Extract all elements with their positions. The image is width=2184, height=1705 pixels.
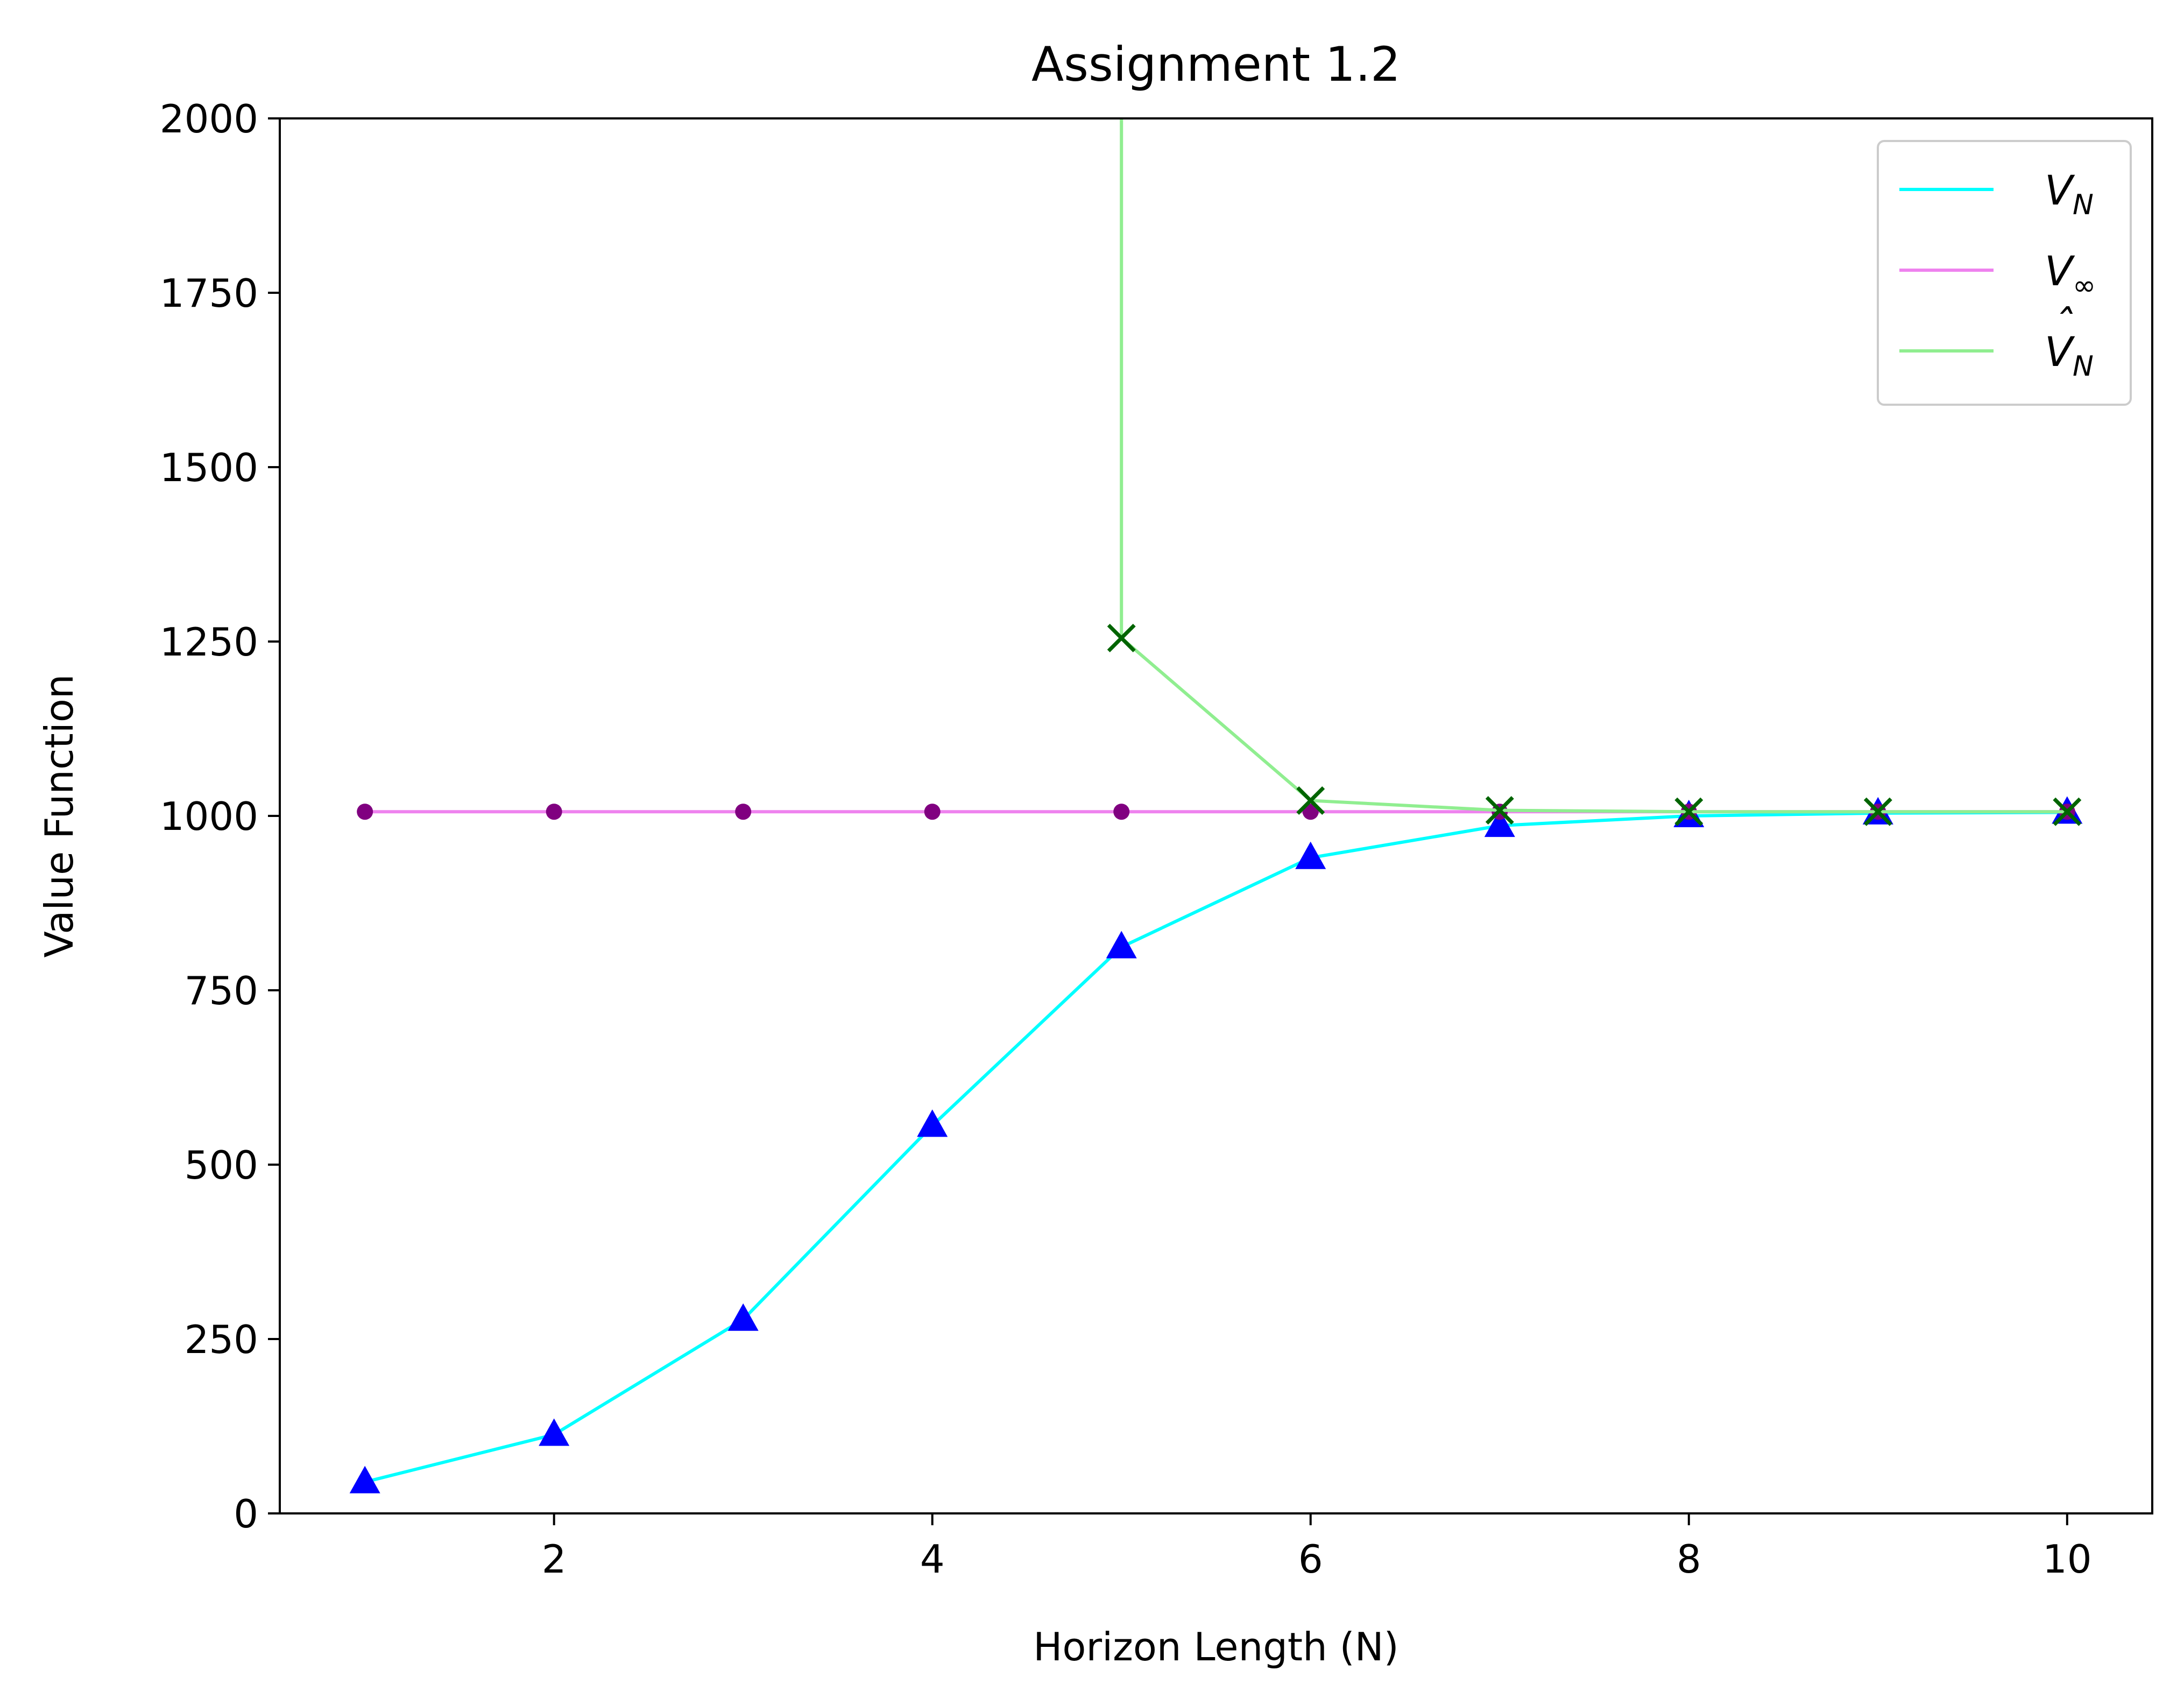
y-tick-label: 500 [185, 1143, 258, 1188]
data-point [1295, 841, 1326, 869]
legend: VNV∞VNˆ [1877, 140, 2132, 406]
y-tick-label: 0 [234, 1491, 258, 1537]
plot-series [349, 118, 2083, 1493]
y-tick-label: 750 [185, 968, 258, 1013]
data-point [727, 1303, 759, 1331]
data-point [917, 1109, 948, 1137]
x-axis-label: Horizon Length (N) [1033, 1624, 1398, 1669]
x-axis-ticks: 2 4 6 8 10 [542, 1513, 2092, 1582]
data-point [1485, 796, 1514, 825]
y-tick-label: 250 [185, 1317, 258, 1362]
data-point [924, 804, 941, 820]
data-point [735, 804, 752, 820]
data-point [1863, 797, 1892, 826]
y-tick-label: 1500 [160, 445, 258, 490]
data-point [1113, 804, 1130, 820]
data-point [1107, 624, 1136, 652]
x-tick-label: 4 [920, 1537, 945, 1582]
data-point [1106, 931, 1137, 959]
data-point [2053, 797, 2082, 826]
x-tick-label: 6 [1298, 1537, 1323, 1582]
x-tick-label: 10 [2042, 1537, 2092, 1582]
y-tick-label: 1750 [160, 271, 258, 316]
y-tick-label: 1000 [160, 794, 258, 839]
y-tick-label: 2000 [160, 96, 258, 142]
data-point [1296, 786, 1325, 815]
series-line [364, 811, 2067, 1484]
data-point [357, 804, 373, 820]
x-tick-label: 2 [542, 1537, 567, 1582]
chart-title: Assignment 1.2 [1031, 37, 1401, 92]
series-2 [1107, 118, 2082, 826]
data-point [1302, 804, 1319, 820]
data-point [349, 1466, 380, 1493]
y-axis-label: Value Function [37, 674, 82, 958]
legend-hat: ˆ [2053, 301, 2074, 349]
y-tick-label: 1250 [160, 619, 258, 665]
data-point [1484, 809, 1515, 837]
y-axis-ticks: 0 250 500 750 1000 1250 1500 1750 2000 [160, 96, 280, 1537]
series-line [1120, 118, 2067, 814]
legend-box [1877, 140, 2132, 406]
data-point [546, 804, 562, 820]
data-point [1674, 797, 1704, 826]
series-0 [349, 796, 2083, 1493]
x-tick-label: 8 [1677, 1537, 1701, 1582]
data-point [539, 1418, 570, 1446]
